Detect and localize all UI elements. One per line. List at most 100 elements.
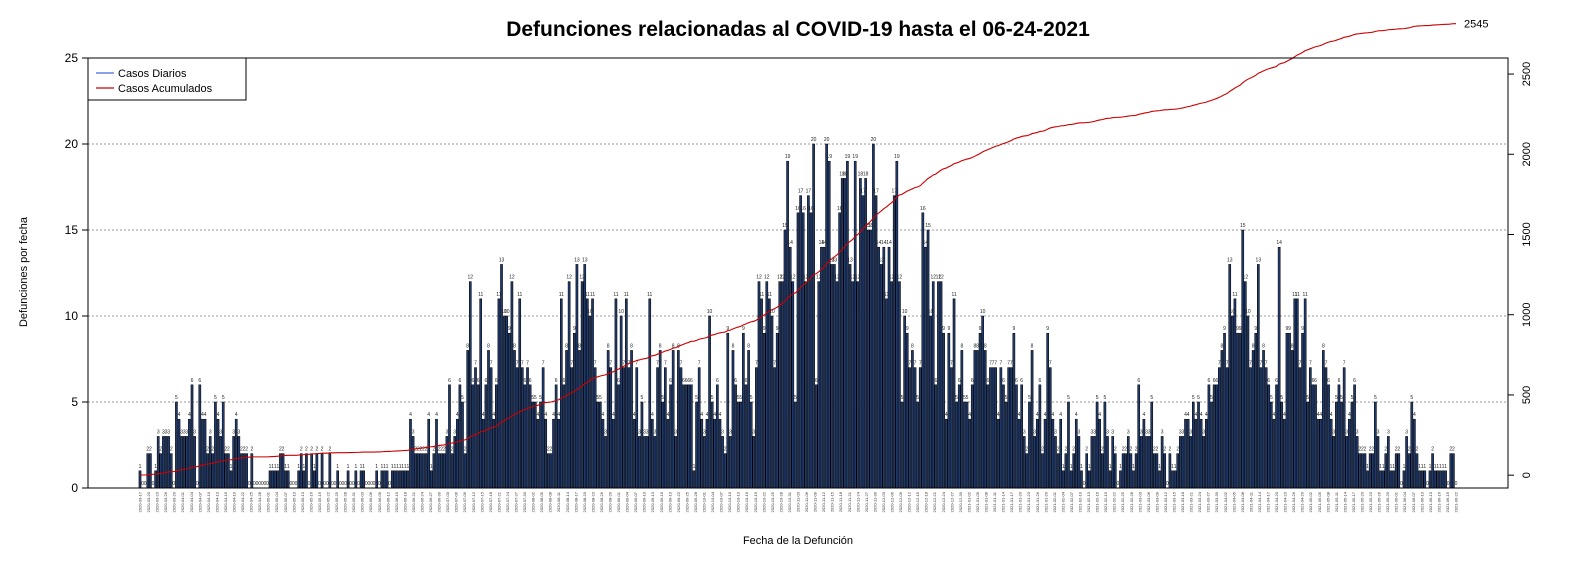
bar-value-label: 1	[336, 464, 339, 470]
daily-bar	[1358, 453, 1362, 489]
bar-value-label: 5	[963, 395, 966, 401]
bar-value-label: 6	[690, 378, 693, 384]
bar-value-label: 4	[667, 412, 670, 418]
daily-bar	[312, 470, 316, 489]
daily-bar	[159, 453, 163, 489]
daily-bar	[1160, 436, 1164, 489]
bar-value-label: 1	[1366, 464, 1369, 470]
daily-bar	[549, 453, 553, 489]
bar-value-label: 0	[331, 481, 334, 487]
daily-bar	[1277, 246, 1281, 489]
x-date-label: 2021-05-14	[1342, 491, 1347, 512]
bar-value-label: 11	[613, 292, 618, 298]
daily-bar	[1288, 332, 1291, 489]
x-date-label: 2020-06-06	[368, 491, 373, 512]
x-date-label: 2020-12-09	[898, 491, 903, 512]
bar-value-label: 3	[412, 429, 415, 435]
bar-value-label: 4	[1330, 412, 1333, 418]
daily-bar	[1449, 453, 1453, 489]
bar-value-label: 7	[999, 361, 1002, 367]
daily-bar	[596, 401, 600, 489]
daily-bar	[1046, 332, 1049, 489]
bar-value-label: 5	[531, 395, 534, 401]
bar-value-label: 7	[1260, 361, 1263, 367]
bar-value-label: 2	[438, 447, 441, 453]
bar-value-label: 2	[1064, 447, 1067, 453]
bar-value-label: 7	[755, 361, 758, 367]
bar-value-label: 5	[750, 395, 753, 401]
x-date-label: 2020-04-22	[240, 491, 245, 512]
daily-bar	[242, 453, 246, 489]
y-tick-label: 20	[65, 137, 79, 151]
x-date-label: 2021-03-24	[1197, 491, 1202, 512]
daily-bar	[1030, 350, 1034, 489]
x-date-label: 2021-05-11	[1334, 491, 1339, 512]
bar-value-label: 9	[1286, 326, 1289, 332]
bar-value-label: 4	[651, 412, 654, 418]
daily-bar	[1319, 418, 1323, 489]
bar-value-label: 4	[1348, 412, 1351, 418]
bar-value-label: 16	[808, 206, 814, 212]
bar-value-label: 6	[191, 378, 194, 384]
bar-value-label: 19	[894, 154, 900, 160]
daily-bar	[908, 367, 912, 489]
x-date-label: 2021-03-09	[1154, 491, 1159, 512]
bar-value-label: 17	[873, 189, 879, 195]
bar-value-label: 0	[263, 481, 266, 487]
bar-value-label: 3	[721, 429, 724, 435]
x-date-label: 2021-04-02	[1223, 491, 1228, 512]
bar-value-label: 11	[1232, 292, 1237, 298]
daily-bar	[1067, 401, 1070, 489]
daily-bar	[481, 418, 485, 489]
daily-bar	[1059, 418, 1062, 489]
daily-bar	[960, 350, 964, 489]
bar-value-label: 8	[578, 343, 581, 349]
bar-value-label: 2	[310, 447, 313, 453]
bar-value-label: 19	[826, 154, 832, 160]
daily-bar	[942, 332, 945, 489]
daily-bar	[697, 367, 701, 489]
x-date-label: 2020-05-25	[334, 491, 339, 512]
daily-bar	[973, 350, 977, 489]
bar-value-label: 5	[1280, 395, 1283, 401]
daily-bar	[1056, 453, 1060, 489]
bar-value-label: 7	[1299, 361, 1302, 367]
daily-bar	[749, 401, 753, 489]
daily-bar	[1407, 453, 1411, 489]
bar-value-label: 12	[889, 275, 895, 281]
x-date-label: 2020-08-08	[548, 491, 553, 512]
daily-bar	[1431, 453, 1434, 489]
bar-value-label: 1	[1439, 464, 1442, 470]
daily-bar	[1041, 453, 1044, 489]
x-date-label: 2020-03-26	[163, 491, 168, 512]
bar-value-label: 1	[1434, 464, 1437, 470]
daily-bar	[604, 436, 607, 489]
bar-value-label: 5	[1351, 395, 1354, 401]
x-date-label: 2020-06-24	[420, 491, 425, 512]
x-date-label: 2020-12-15	[915, 491, 920, 512]
x-date-label: 2021-02-28	[1129, 491, 1134, 512]
bar-value-label: 5	[1197, 395, 1200, 401]
x-axis-label: Fecha de la Defunción	[743, 535, 853, 547]
daily-bar	[846, 160, 849, 489]
bar-value-label: 3	[1405, 429, 1408, 435]
bar-value-label: 6	[529, 378, 532, 384]
daily-bar	[591, 298, 594, 489]
x-date-label: 2020-07-18	[488, 491, 493, 512]
bar-value-label: 1	[1119, 464, 1122, 470]
x-date-label: 2020-12-18	[924, 491, 929, 512]
x-date-label: 2020-08-14	[565, 491, 570, 512]
daily-bar	[1327, 384, 1330, 489]
x-date-label: 2020-11-27	[864, 491, 869, 512]
daily-bar	[952, 298, 956, 489]
bar-value-label: 6	[1353, 378, 1356, 384]
x-date-label: 2021-06-22	[1454, 491, 1459, 512]
daily-bar	[869, 229, 873, 489]
daily-bar	[630, 350, 633, 489]
bar-value-label: 3	[1077, 429, 1080, 435]
daily-bar	[211, 453, 215, 489]
bar-value-label: 10	[902, 309, 908, 315]
daily-bar	[635, 367, 639, 489]
daily-bar	[1413, 418, 1416, 489]
daily-bar	[435, 418, 438, 489]
